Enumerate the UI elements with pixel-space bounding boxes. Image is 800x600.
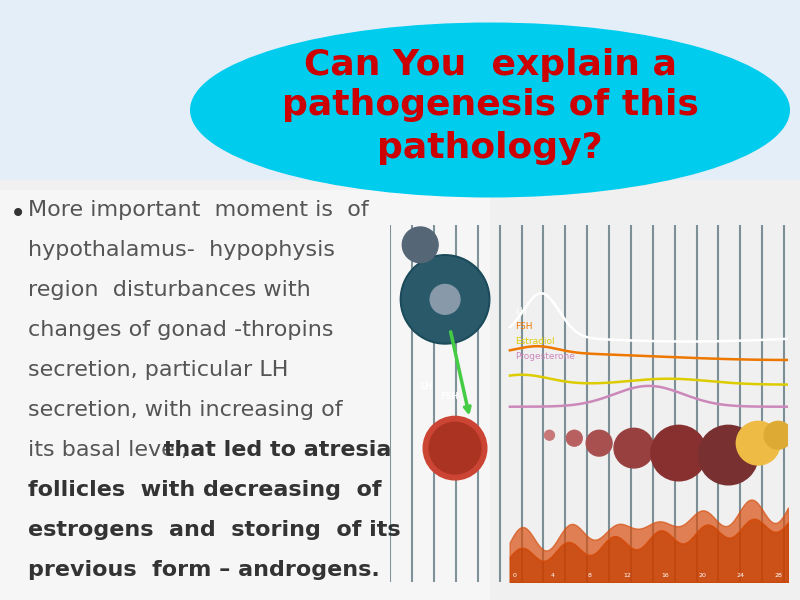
- Circle shape: [423, 416, 487, 480]
- Circle shape: [402, 257, 488, 342]
- Text: previous  form – androgens.: previous form – androgens.: [28, 560, 380, 580]
- Circle shape: [736, 421, 780, 465]
- Text: 8: 8: [588, 573, 592, 578]
- Text: LH: LH: [514, 307, 526, 316]
- Text: FSH: FSH: [440, 392, 458, 401]
- Text: Can You  explain a: Can You explain a: [303, 48, 677, 82]
- Text: 16: 16: [662, 573, 669, 578]
- Text: changes of gonad -thropins: changes of gonad -thropins: [28, 320, 334, 340]
- Text: follicles  with decreasing  of: follicles with decreasing of: [28, 480, 382, 500]
- Text: its basal level,: its basal level,: [28, 440, 188, 460]
- FancyBboxPatch shape: [0, 0, 800, 180]
- Text: 24: 24: [737, 573, 745, 578]
- Circle shape: [402, 227, 438, 263]
- Circle shape: [698, 425, 758, 485]
- Text: pathogenesis of this: pathogenesis of this: [282, 88, 698, 122]
- Text: •: •: [10, 200, 26, 228]
- Text: 20: 20: [699, 573, 706, 578]
- Text: secretion, with increasing of: secretion, with increasing of: [28, 400, 342, 420]
- Text: secretion, particular LH: secretion, particular LH: [28, 360, 288, 380]
- Circle shape: [429, 422, 481, 474]
- Circle shape: [586, 430, 612, 456]
- Text: LH: LH: [420, 382, 432, 391]
- Circle shape: [566, 430, 582, 446]
- FancyBboxPatch shape: [0, 190, 490, 600]
- Text: pathology?: pathology?: [377, 131, 603, 165]
- Ellipse shape: [190, 22, 790, 197]
- Circle shape: [545, 430, 554, 440]
- Text: 0: 0: [513, 573, 517, 578]
- Text: More important  moment is  of: More important moment is of: [28, 200, 369, 220]
- Text: region  disturbances with: region disturbances with: [28, 280, 310, 300]
- Circle shape: [651, 425, 706, 481]
- Circle shape: [764, 421, 792, 449]
- Text: Estradiol: Estradiol: [514, 337, 554, 346]
- Text: Progesterone: Progesterone: [514, 352, 574, 361]
- Text: FSH: FSH: [514, 322, 532, 331]
- Circle shape: [430, 284, 460, 314]
- Text: hypothalamus-  hypophysis: hypothalamus- hypophysis: [28, 240, 335, 260]
- Text: 12: 12: [624, 573, 631, 578]
- Text: estrogens  and  storing  of its: estrogens and storing of its: [28, 520, 401, 540]
- Text: 28: 28: [774, 573, 782, 578]
- Circle shape: [614, 428, 654, 468]
- Text: that led to atresia: that led to atresia: [156, 440, 391, 460]
- Circle shape: [400, 255, 490, 344]
- Text: 4: 4: [550, 573, 554, 578]
